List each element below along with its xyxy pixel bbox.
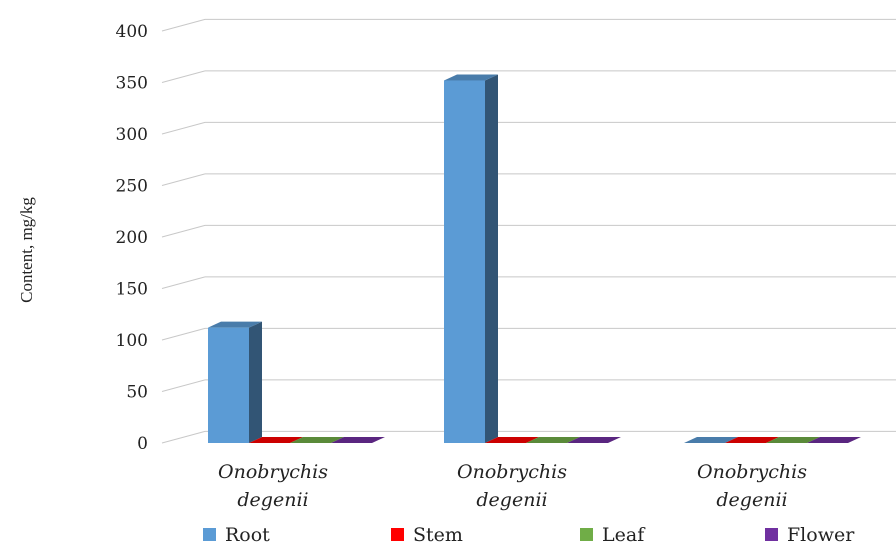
bar-root (208, 321, 262, 443)
bar-top (807, 437, 861, 443)
bar-root (444, 74, 498, 443)
gridline-diagonal (161, 18, 206, 32)
bar-top (208, 321, 262, 328)
legend-item-root: Root (203, 524, 270, 546)
bar-top (331, 437, 385, 443)
y-tick-label: 400 (116, 22, 148, 42)
bar-flower (807, 437, 861, 443)
legend-swatch (765, 528, 778, 541)
bar-leaf (290, 437, 344, 443)
bar-side (249, 321, 262, 443)
bar-top (766, 437, 820, 443)
gridlines (161, 18, 896, 444)
gridline-diagonal (161, 327, 206, 341)
category-label: Onobrychis degenii (457, 461, 567, 511)
gridline-diagonal (161, 224, 206, 238)
legend-label: Root (225, 524, 270, 546)
bar-stem (725, 437, 779, 443)
y-tick-label: 0 (137, 434, 148, 454)
legend-item-flower: Flower (765, 524, 855, 546)
legend-label: Stem (413, 524, 463, 546)
legend-item-stem: Stem (391, 524, 463, 546)
bar-top (444, 74, 498, 81)
bar-top (684, 437, 738, 443)
category-label: Onobrychis degenii (218, 461, 328, 511)
legend-swatch (580, 528, 593, 541)
legend-item-leaf: Leaf (580, 524, 646, 546)
y-tick-label: 50 (126, 383, 148, 403)
legend-swatch (391, 528, 404, 541)
bar-top (249, 437, 303, 443)
y-tick-label: 150 (116, 280, 148, 300)
y-tick-label: 350 (116, 74, 148, 94)
bar-front (444, 80, 485, 443)
gridline-diagonal (161, 173, 206, 186)
legend: Root Stem Leaf Flower (203, 524, 855, 546)
x-axis-categories: Onobrychis degenii Onobrychis degenii Onobry… (218, 461, 807, 511)
legend-label: Flower (787, 524, 855, 546)
y-tick-label: 200 (116, 228, 148, 248)
y-tick-label: 100 (116, 331, 148, 351)
bar-top (290, 437, 344, 443)
y-axis-ticks: 0 50 100 150 200 250 300 350 400 (116, 22, 148, 454)
category-label: Onobrychis degenii (697, 461, 807, 511)
bar-top (526, 437, 580, 443)
bars (208, 74, 861, 443)
bar-side (485, 74, 498, 443)
gridline-diagonal (161, 70, 206, 83)
gridline-diagonal (161, 379, 206, 392)
bar-stem (249, 437, 303, 443)
gridline-diagonal (161, 430, 206, 444)
bar-leaf (526, 437, 580, 443)
bar-top (725, 437, 779, 443)
legend-swatch (203, 528, 216, 541)
bar-top (485, 437, 539, 443)
gridline-diagonal (161, 121, 206, 135)
gridline-diagonal (161, 276, 206, 289)
y-tick-label: 250 (116, 177, 148, 197)
bar-top (567, 437, 621, 443)
legend-label: Leaf (602, 524, 646, 546)
y-tick-label: 300 (116, 125, 148, 145)
bar-flower (331, 437, 385, 443)
bar-front (208, 327, 249, 443)
bar-stem (485, 437, 539, 443)
bar-root (684, 437, 738, 443)
bar-leaf (766, 437, 820, 443)
y-axis-label: Content, mg/kg (17, 197, 36, 303)
bar-flower (567, 437, 621, 443)
